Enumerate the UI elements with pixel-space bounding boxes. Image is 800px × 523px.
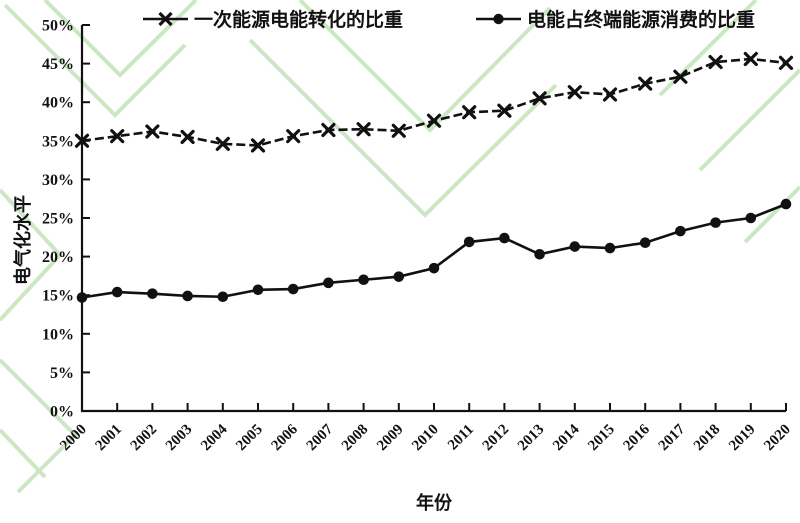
svg-text:2020: 2020	[761, 422, 794, 455]
svg-text:5%: 5%	[50, 365, 74, 382]
svg-text:2000: 2000	[57, 422, 90, 455]
dot-marker-line-icon	[476, 13, 522, 24]
svg-text:10%: 10%	[42, 326, 74, 343]
svg-text:2006: 2006	[269, 421, 302, 454]
svg-text:50%: 50%	[42, 18, 74, 35]
svg-text:0%: 0%	[50, 404, 74, 421]
svg-text:2016: 2016	[621, 421, 654, 454]
svg-text:40%: 40%	[42, 95, 74, 112]
svg-text:2007: 2007	[304, 421, 337, 454]
svg-text:30%: 30%	[42, 172, 74, 189]
y-axis-title: 电气化水平	[13, 195, 34, 285]
svg-text:2002: 2002	[128, 422, 161, 455]
x-marker-line-icon	[143, 11, 188, 26]
svg-text:2001: 2001	[93, 422, 126, 455]
svg-text:2019: 2019	[726, 422, 759, 455]
svg-text:35%: 35%	[42, 133, 74, 150]
svg-text:2013: 2013	[515, 422, 548, 455]
chart-legend: 一次能源电能转化的比重 电能占终端能源消费的比重	[142, 5, 755, 32]
legend-item-primary-energy-conversion: 一次能源电能转化的比重	[142, 5, 403, 32]
svg-text:2018: 2018	[691, 422, 724, 455]
legend-item-end-use-electricity-share: 电能占终端能源消费的比重	[475, 5, 755, 32]
x-axis-title: 年份	[416, 493, 452, 514]
legend-label-end-use-electricity-share: 电能占终端能源消费的比重	[527, 9, 756, 31]
svg-text:45%: 45%	[42, 56, 74, 73]
svg-text:2010: 2010	[409, 422, 442, 455]
svg-text:2011: 2011	[445, 422, 477, 454]
svg-text:15%: 15%	[42, 288, 74, 305]
legend-label-primary-energy-conversion: 一次能源电能转化的比重	[194, 9, 404, 31]
svg-text:2004: 2004	[198, 421, 231, 454]
svg-text:2005: 2005	[233, 422, 266, 455]
svg-text:2012: 2012	[480, 422, 513, 455]
svg-text:2009: 2009	[374, 422, 407, 455]
svg-text:2015: 2015	[585, 422, 618, 455]
svg-text:2008: 2008	[339, 422, 372, 455]
svg-text:25%: 25%	[42, 211, 74, 228]
svg-text:2017: 2017	[656, 421, 689, 454]
svg-text:2003: 2003	[163, 422, 196, 455]
svg-text:2014: 2014	[550, 421, 583, 454]
svg-text:20%: 20%	[42, 249, 74, 266]
